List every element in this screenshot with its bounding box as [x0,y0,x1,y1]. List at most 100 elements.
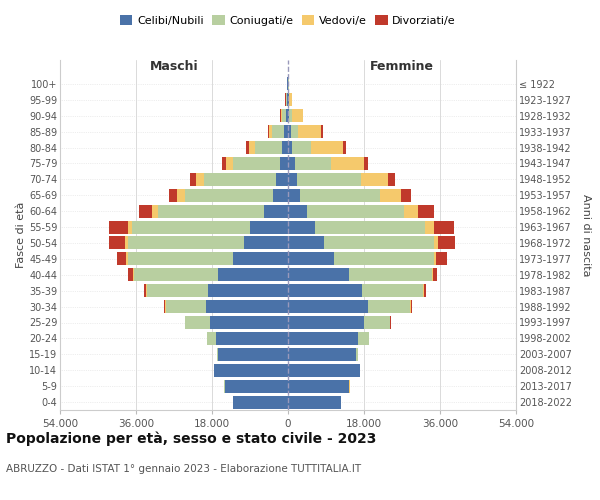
Bar [433,268,437,281]
Bar [169,188,177,202]
Bar [272,125,284,138]
Text: Femmine: Femmine [370,60,434,72]
Bar [218,348,288,361]
Bar [152,204,158,218]
Bar [268,125,269,138]
Bar [288,236,324,250]
Bar [439,236,455,250]
Bar [282,109,286,122]
Bar [233,396,288,408]
Bar [434,252,436,266]
Bar [276,173,288,186]
Bar [388,173,395,186]
Bar [214,364,288,377]
Bar [288,364,360,377]
Bar [205,173,276,186]
Bar [288,316,364,329]
Bar [286,109,288,122]
Bar [334,252,434,266]
Bar [298,125,322,138]
Bar [254,141,282,154]
Bar [185,188,273,202]
Bar [436,252,446,266]
Bar [263,204,288,218]
Bar [287,94,288,106]
Bar [210,316,288,329]
Bar [288,252,334,266]
Bar [401,188,411,202]
Bar [222,157,226,170]
Bar [288,284,362,297]
Bar [368,300,410,313]
Bar [380,188,401,202]
Bar [250,220,288,234]
Bar [358,332,369,345]
Bar [117,252,126,266]
Bar [356,348,358,361]
Text: Maschi: Maschi [149,60,199,72]
Bar [300,188,380,202]
Bar [324,236,434,250]
Bar [288,125,290,138]
Bar [295,157,331,170]
Bar [434,220,454,234]
Bar [288,141,292,154]
Bar [246,141,249,154]
Text: ABRUZZO - Dati ISTAT 1° gennaio 2023 - Elaborazione TUTTITALIA.IT: ABRUZZO - Dati ISTAT 1° gennaio 2023 - E… [6,464,361,474]
Bar [273,188,288,202]
Bar [128,236,244,250]
Bar [164,300,166,313]
Bar [249,141,254,154]
Bar [331,157,364,170]
Bar [288,173,297,186]
Bar [226,157,233,170]
Bar [144,284,146,297]
Bar [424,284,426,297]
Bar [292,141,311,154]
Bar [316,220,425,234]
Bar [292,109,303,122]
Bar [208,284,288,297]
Bar [288,380,349,392]
Bar [288,300,368,313]
Bar [288,157,295,170]
Bar [217,348,218,361]
Bar [311,141,343,154]
Bar [134,268,218,281]
Bar [281,109,282,122]
Bar [146,284,208,297]
Bar [418,204,434,218]
Bar [297,173,361,186]
Bar [343,141,346,154]
Bar [125,236,128,250]
Bar [289,94,292,106]
Bar [288,396,341,408]
Text: Popolazione per età, sesso e stato civile - 2023: Popolazione per età, sesso e stato civil… [6,431,376,446]
Bar [185,316,210,329]
Bar [233,157,280,170]
Bar [434,236,439,250]
Bar [288,188,300,202]
Bar [431,268,433,281]
Bar [128,220,132,234]
Bar [280,157,288,170]
Bar [289,109,292,122]
Bar [425,220,434,234]
Bar [284,125,288,138]
Bar [133,268,134,281]
Bar [364,316,390,329]
Bar [196,173,205,186]
Bar [158,204,263,218]
Bar [269,125,272,138]
Bar [244,236,288,250]
Bar [361,173,388,186]
Bar [207,332,216,345]
Y-axis label: Anni di nascita: Anni di nascita [581,194,591,276]
Bar [126,252,128,266]
Bar [322,125,323,138]
Bar [288,94,289,106]
Bar [288,268,349,281]
Bar [364,157,368,170]
Bar [288,220,316,234]
Bar [286,94,287,106]
